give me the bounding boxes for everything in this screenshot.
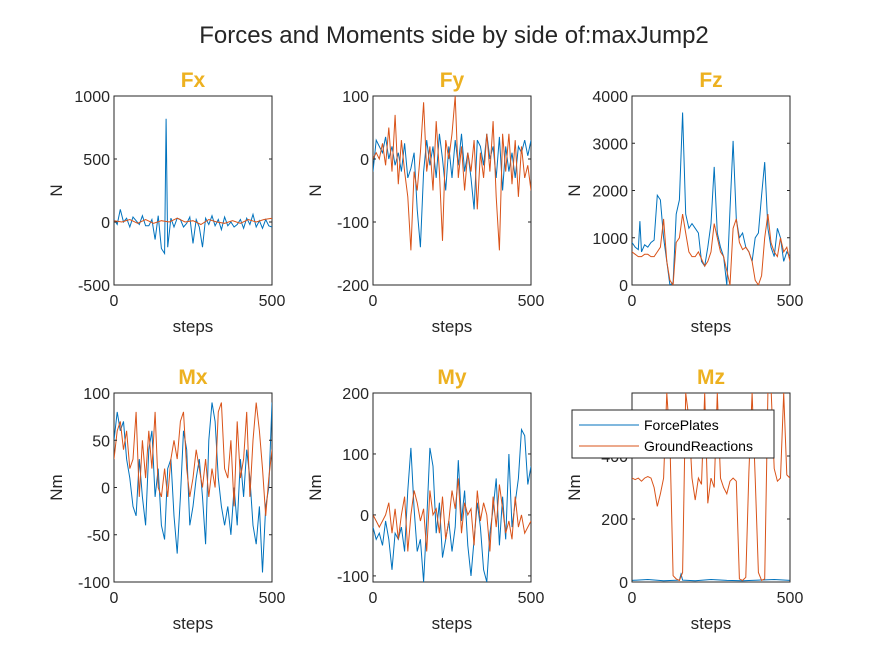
y-tick-label: 100 [83,386,110,403]
x-tick-label: 500 [518,590,545,607]
y-tick-label: 4000 [592,89,628,106]
y-tick-label: 0 [101,481,110,498]
x-axis-label: steps [432,614,473,633]
y-tick-label: -100 [337,569,369,586]
panel-mx: -100 -50 0 50 100 0 500 Mx steps Nm [47,366,285,633]
x-axis-label: steps [691,317,732,336]
panel-title: Fx [181,69,206,92]
y-tick-label: 200 [342,386,369,403]
x-tick-label: 500 [259,590,286,607]
legend-label: ForcePlates [644,417,719,433]
x-tick-label: 0 [369,590,378,607]
y-tick-label: 1000 [592,231,628,248]
y-axis-label: N [565,184,584,196]
y-tick-label: 0 [619,575,628,592]
axes-box [113,95,273,286]
y-tick-label: -100 [78,575,110,592]
y-tick-label: 500 [83,152,110,169]
axes-box [372,95,532,286]
panel-title: Fz [699,69,722,92]
legend: ForcePlates GroundReactions [571,409,775,459]
x-tick-label: 0 [369,293,378,310]
y-tick-label: -500 [78,278,110,295]
y-tick-label: -100 [337,215,369,232]
y-tick-label: 3000 [592,136,628,153]
series-line-groundreactions [632,393,790,582]
x-tick-label: 0 [628,293,637,310]
y-tick-label: 0 [619,278,628,295]
series-line-groundreactions [373,96,531,251]
series-line-groundreactions [373,478,531,552]
series-line-forceplates [632,112,790,285]
y-tick-label: 1000 [74,89,110,106]
x-axis-label: steps [432,317,473,336]
x-tick-label: 0 [110,293,119,310]
y-tick-label: 0 [360,508,369,525]
series-line-groundreactions [632,214,790,285]
y-tick-label: 100 [342,89,369,106]
y-tick-label: -50 [87,528,110,545]
panel-fy: -200 -100 0 100 0 500 Fy steps N [306,69,544,336]
y-tick-label: 0 [101,215,110,232]
x-tick-label: 500 [259,293,286,310]
x-tick-label: 0 [628,590,637,607]
x-axis-label: steps [691,614,732,633]
x-tick-label: 500 [777,590,804,607]
x-axis-label: steps [173,614,214,633]
panel-title: Mz [697,366,725,389]
y-axis-label: Nm [306,474,325,500]
series-line-groundreactions [114,402,272,516]
y-tick-label: 0 [360,152,369,169]
x-axis-label: steps [173,317,214,336]
x-tick-label: 500 [518,293,545,310]
series-line-groundreactions [114,217,272,226]
y-axis-label: Nm [47,474,66,500]
figure-title: Forces and Moments side by side of:maxJu… [199,22,709,49]
y-tick-label: 2000 [592,184,628,201]
x-tick-label: 500 [777,293,804,310]
y-tick-label: 50 [92,433,110,450]
y-axis-label: N [306,184,325,196]
y-tick-label: 200 [601,512,628,529]
panel-title: My [437,366,466,389]
legend-box [571,409,775,459]
legend-label: GroundReactions [644,438,753,454]
y-tick-label: -200 [337,278,369,295]
x-tick-label: 0 [110,590,119,607]
y-tick-label: 100 [342,447,369,464]
series-line-forceplates [114,118,272,256]
y-axis-label: Nm [565,474,584,500]
panel-fz: 0 1000 2000 3000 4000 0 500 Fz steps N [565,69,803,336]
panel-title: Fy [440,69,465,92]
panel-title: Mx [178,366,207,389]
y-axis-label: N [47,184,66,196]
series-line-forceplates [632,572,790,582]
